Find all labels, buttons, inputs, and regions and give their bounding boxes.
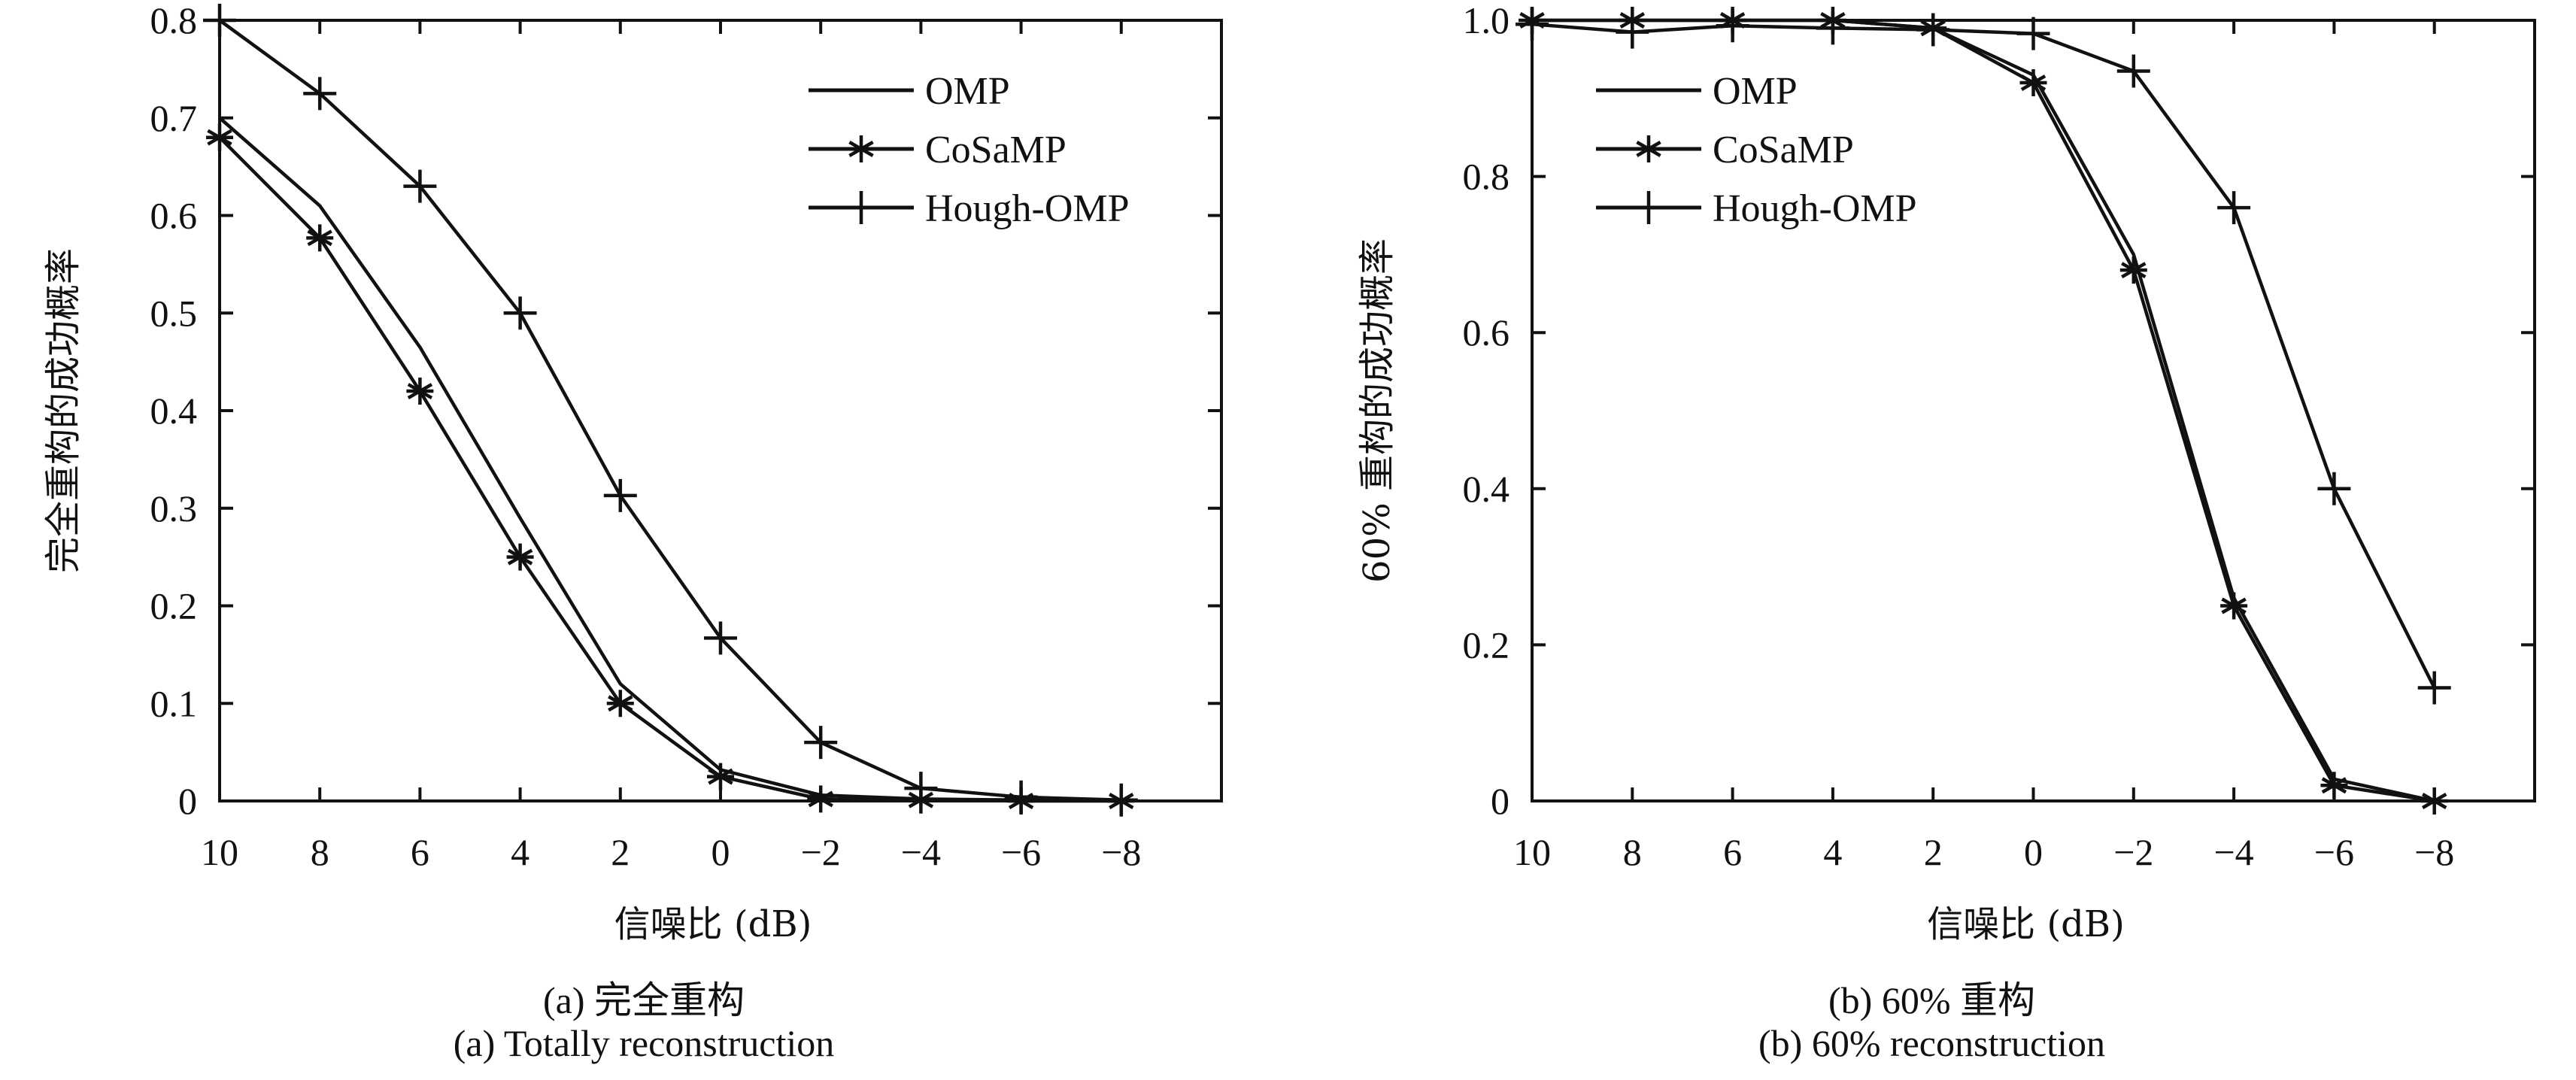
chart-a-x-tick-label: −4	[901, 831, 941, 873]
chart-b-series-hough-omp-point	[2116, 54, 2150, 88]
chart-a-series-hough-omp-point	[1004, 780, 1038, 814]
chart-a-series-cosamp-point	[606, 690, 634, 717]
chart-b-series-cosamp-point	[2019, 69, 2047, 97]
chart-b-legend-marker	[1632, 191, 1665, 224]
chart-b-series-hough-omp-point	[1816, 11, 1849, 45]
chart-panel-a: 10 8 6 4 2 0 −2 −4 −6 −8 0 0.1 0.2 0.3 0.4 0.5 0.6 0.7 0.8…	[42, 0, 1223, 1064]
chart-a-y-tick-label: 0	[178, 780, 197, 822]
chart-a-series-cosamp-point	[206, 123, 233, 151]
chart-b-y-tick-label: 0.2	[1463, 623, 1510, 666]
chart-a-series-hough-omp-point	[203, 4, 236, 37]
chart-a-y-tick-label: 0.5	[150, 292, 198, 334]
chart-a-x-tick-label: −8	[1101, 831, 1141, 873]
chart-b-y-tick-label: 0.4	[1463, 468, 1510, 510]
chart-b-series-hough-omp-point	[1916, 13, 1950, 47]
chart-b-series-cosamp-point	[2220, 592, 2248, 620]
chart-a-series-hough-omp-point	[403, 169, 437, 203]
chart-b-series-omp-line	[1532, 18, 2435, 803]
chart-a-series-hough-omp-point	[804, 726, 838, 760]
chart-b-x-tick-label: 8	[1623, 831, 1642, 873]
chart-a-series-hough-omp-point	[503, 296, 537, 330]
chart-b-y-tick-label: 0.8	[1463, 156, 1510, 198]
chart-a-plot-frame	[218, 19, 1223, 802]
chart-b-series-cosamp-point	[2320, 772, 2348, 799]
chart-b-series-hough-omp-point	[2317, 472, 2351, 505]
chart-b-series-hough-omp-point	[1616, 15, 1649, 49]
chart-b-series-hough-omp-point	[1516, 8, 1549, 41]
chart-a-x-axis-title: 信噪比 (dB)	[614, 903, 812, 945]
chart-a-series-hough-omp-point	[904, 772, 938, 805]
chart-a-svg: 10 8 6 4 2 0 −2 −4 −6 −8 0 0.1 0.2 0.3 0.4 0.5 0.6 0.7 0.8…	[42, 0, 1223, 945]
chart-b-legend-marker	[1635, 135, 1662, 162]
caption-b-en: (b) 60% reconstruction	[1758, 1022, 2105, 1064]
chart-a-y-tick-label: 0.8	[150, 0, 198, 41]
chart-b-x-tick-label: 10	[1513, 831, 1551, 873]
chart-b-x-tick-label: −4	[2213, 831, 2253, 873]
chart-b-legend-label: CoSaMP	[1713, 129, 1854, 171]
chart-a-series-cosamp-point	[506, 543, 534, 571]
chart-a-y-axis-title: 完全重构的成功概率	[42, 248, 84, 573]
chart-b-x-tick-label: 2	[1924, 831, 1943, 873]
chart-a-series-cosamp-point	[707, 763, 734, 790]
chart-a-x-tick-label: −6	[1001, 831, 1041, 873]
chart-a-y-tick-label: 0.6	[150, 195, 198, 237]
chart-a-legend-label: OMP	[925, 70, 1010, 113]
chart-b-series-cosamp-line	[1532, 18, 2435, 803]
chart-a-legend-label: CoSaMP	[925, 129, 1067, 171]
chart-a-y-tick-label: 0.3	[150, 487, 198, 529]
chart-a-series-hough-omp-point	[603, 478, 637, 512]
chart-a-legend-marker	[848, 135, 875, 162]
chart-a-series-cosamp-point	[406, 378, 434, 405]
chart-a-x-tick-label: 6	[411, 831, 429, 873]
chart-b-svg: 10 8 6 4 2 0 −2 −4 −6 −8 0 0.2 0.4 0.6 0.8 1.0 信噪比 (dB) 6…	[1356, 0, 2536, 945]
chart-b-plot-frame	[1531, 19, 2536, 802]
chart-a-x-tick-label: 2	[611, 831, 630, 873]
chart-b-legend-label: OMP	[1713, 70, 1798, 113]
chart-a-legend-label: Hough-OMP	[925, 187, 1130, 230]
chart-b-x-tick-label: −2	[2113, 831, 2153, 873]
chart-a-x-tick-label: 4	[511, 831, 529, 873]
chart-a-legend-marker	[845, 191, 878, 224]
chart-a-series-hough-omp-line	[218, 19, 1121, 802]
chart-b-series-hough-omp-point	[2217, 191, 2251, 225]
chart-b-series-cosamp-point	[2420, 787, 2448, 815]
chart-b-y-tick-label: 0.6	[1463, 311, 1510, 353]
chart-a-series-hough-omp-point	[303, 77, 337, 111]
chart-b-series-hough-omp-point	[2417, 671, 2451, 705]
chart-b-series-hough-omp-line	[1531, 22, 2436, 689]
chart-a-series-cosamp-line	[218, 136, 1121, 803]
chart-b-y-axis-title: 60% 重构的成功概率	[1356, 238, 1398, 583]
chart-a-y-tick-label: 0.1	[150, 682, 198, 724]
chart-a-y-tick-label: 0.2	[150, 585, 198, 627]
chart-a-x-tick-label: 8	[311, 831, 329, 873]
chart-b-y-tick-label: 1.0	[1463, 0, 1510, 41]
chart-b-legend-label: Hough-OMP	[1713, 187, 1917, 230]
chart-b-legend: OMP CoSaMP Hough-OMP	[1596, 70, 1917, 230]
chart-b-x-tick-label: 0	[2024, 831, 2043, 873]
chart-a-series-hough-omp-point	[704, 621, 737, 655]
chart-b-y-tick-label: 0	[1491, 780, 1509, 822]
chart-a-x-tick-label: −2	[801, 831, 841, 873]
chart-a-series-hough-omp-point	[1104, 783, 1138, 817]
chart-b-x-tick-label: −6	[2314, 831, 2354, 873]
caption-a-en: (a) Totally reconstruction	[453, 1022, 835, 1064]
chart-b-x-tick-label: 6	[1723, 831, 1742, 873]
chart-b-x-axis-title: 信噪比 (dB)	[1927, 903, 2125, 945]
chart-a-y-tick-label: 0.4	[150, 390, 198, 432]
chart-panel-b: 10 8 6 4 2 0 −2 −4 −6 −8 0 0.2 0.4 0.6 0.8 1.0 信噪比 (dB) 6…	[1288, 0, 2576, 1080]
chart-b-series-hough-omp-point	[2016, 17, 2050, 50]
chart-b-series-hough-omp-point	[1716, 9, 1749, 43]
chart-a-series-cosamp-point	[807, 785, 835, 813]
chart-a-x-tick-label: 10	[201, 831, 238, 873]
chart-a-y-tick-label: 0.7	[150, 97, 198, 139]
chart-b-x-tick-label: 4	[1823, 831, 1842, 873]
chart-a-legend: OMP CoSaMP Hough-OMP	[809, 70, 1130, 230]
chart-a-x-tick-label: 0	[712, 831, 730, 873]
chart-b-x-tick-label: −8	[2414, 831, 2454, 873]
caption-b-cn: (b) 60% 重构	[1828, 979, 2035, 1021]
chart-b-series-cosamp-point	[2119, 256, 2147, 284]
chart-a-series-cosamp-point	[306, 224, 334, 252]
caption-a-cn: (a) 完全重构	[543, 979, 745, 1021]
